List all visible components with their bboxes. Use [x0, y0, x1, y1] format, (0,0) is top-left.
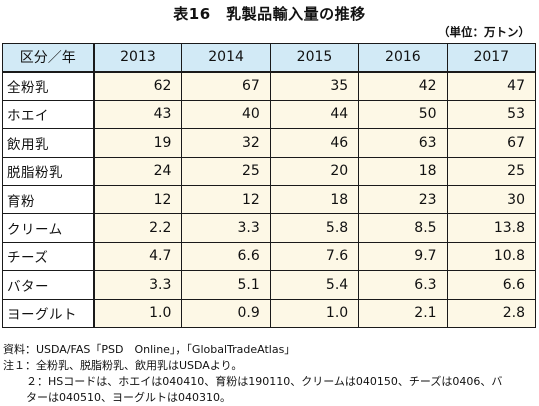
- notes: 資料：USDA/FAS「PSD Online」，「GlobalTradeAtla…: [3, 342, 502, 406]
- table-title: 表16 乳製品輸入量の推移: [173, 5, 366, 23]
- table-row: クリーム 2.2 3.3 5.8 8.5 13.8: [2, 213, 537, 243]
- row-label: 脱脂粉乳: [2, 156, 95, 186]
- table-cell: 6.6: [181, 241, 271, 272]
- table-cell: 10.8: [446, 241, 537, 272]
- table-row: ヨーグルト 1.0 0.9 1.0 2.1 2.8: [2, 298, 537, 328]
- table-cell: 30: [446, 184, 537, 215]
- table-cell: 3.3: [181, 213, 271, 243]
- table-cell: 2.1: [358, 298, 448, 328]
- table-cell: 3.3: [92, 270, 183, 300]
- note-2-line-2: ターは040510、ヨーグルトは040310。: [26, 391, 231, 404]
- table-cell: 63: [358, 128, 448, 158]
- table-cell: 1.0: [92, 298, 183, 328]
- import-volume-table: 区分／年 2013 2014 2015 2016 2017 全粉乳 62 67 35 4…: [2, 42, 537, 328]
- table-cell: 4.7: [92, 241, 183, 272]
- table-cell: 43: [92, 99, 183, 130]
- table-cell: 46: [269, 128, 360, 158]
- table-cell: 35: [269, 71, 360, 101]
- row-label: チーズ: [2, 241, 95, 272]
- year-header: 2016: [358, 42, 448, 73]
- year-header: 2015: [269, 42, 360, 73]
- year-header: 2013: [92, 42, 183, 73]
- table-cell: 1.0: [269, 298, 360, 328]
- table-cell: 42: [358, 71, 448, 101]
- table-cell: 20: [269, 156, 360, 186]
- table-cell: 2.2: [92, 213, 183, 243]
- table-cell: 12: [181, 184, 271, 215]
- table-cell: 47: [446, 71, 537, 101]
- row-label: ヨーグルト: [2, 298, 95, 328]
- table-cell: 12: [92, 184, 183, 215]
- table-row: チーズ 4.7 6.6 7.6 9.7 10.8: [2, 241, 537, 272]
- table-cell: 0.9: [181, 298, 271, 328]
- table-cell: 23: [358, 184, 448, 215]
- row-label: バター: [2, 270, 95, 300]
- row-label: ホエイ: [2, 99, 95, 130]
- table-row: ホエイ 43 40 44 50 53: [2, 99, 537, 130]
- table-row: 飲用乳 19 32 46 63 67: [2, 128, 537, 158]
- table-cell: 5.4: [269, 270, 360, 300]
- unit-label: （単位：万トン）: [438, 25, 530, 39]
- table-cell: 6.3: [358, 270, 448, 300]
- table-cell: 50: [358, 99, 448, 130]
- table-row: 脱脂粉乳 24 25 20 18 25: [2, 156, 537, 186]
- table-cell: 18: [358, 156, 448, 186]
- table-cell: 5.8: [269, 213, 360, 243]
- table-row: 育粉 12 12 18 23 30: [2, 184, 537, 215]
- row-label: クリーム: [2, 213, 95, 243]
- table-cell: 13.8: [446, 213, 537, 243]
- table-cell: 25: [446, 156, 537, 186]
- table-cell: 5.1: [181, 270, 271, 300]
- table-cell: 67: [181, 71, 271, 101]
- table-cell: 62: [92, 71, 183, 101]
- table-cell: 32: [181, 128, 271, 158]
- table-cell: 25: [181, 156, 271, 186]
- table-cell: 44: [269, 99, 360, 130]
- table-row: 全粉乳 62 67 35 42 47: [2, 71, 537, 101]
- year-header: 2014: [181, 42, 271, 73]
- year-header: 2017: [446, 42, 537, 73]
- table-cell: 2.8: [446, 298, 537, 328]
- row-label: 育粉: [2, 184, 95, 215]
- source-note: 資料：USDA/FAS「PSD Online」，「GlobalTradeAtla…: [3, 343, 296, 356]
- table-cell: 40: [181, 99, 271, 130]
- table-cell: 8.5: [358, 213, 448, 243]
- table-cell: 19: [92, 128, 183, 158]
- table-cell: 9.7: [358, 241, 448, 272]
- row-label: 飲用乳: [2, 128, 95, 158]
- table-cell: 18: [269, 184, 360, 215]
- header-row: 区分／年 2013 2014 2015 2016 2017: [2, 42, 537, 73]
- note-2-line-1: ２：HSコードは、ホエイは040410、育粉は190110、クリームは04015…: [26, 375, 503, 388]
- corner-header: 区分／年: [2, 42, 95, 73]
- table-cell: 53: [446, 99, 537, 130]
- row-label: 全粉乳: [2, 71, 95, 101]
- note-1: 注１：全粉乳、脱脂粉乳、飲用乳はUSDAより。: [3, 359, 243, 372]
- table-cell: 6.6: [446, 270, 537, 300]
- table-cell: 7.6: [269, 241, 360, 272]
- table-cell: 24: [92, 156, 183, 186]
- table-cell: 67: [446, 128, 537, 158]
- table-row: バター 3.3 5.1 5.4 6.3 6.6: [2, 270, 537, 300]
